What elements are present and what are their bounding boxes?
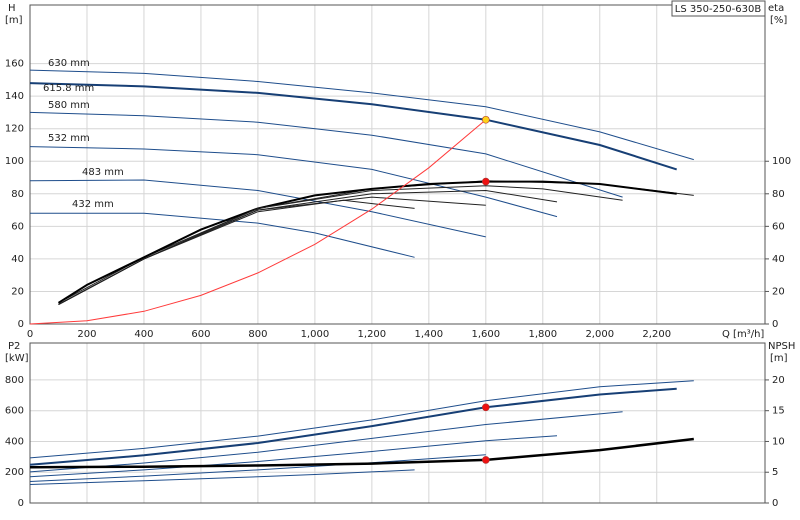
curve — [57, 180, 677, 304]
y2-tick-label: 5 — [772, 467, 778, 478]
y-axis-label: P2 — [8, 341, 20, 352]
y2-tick-label: 10 — [772, 436, 785, 447]
duty-point — [482, 403, 490, 412]
y2-tick-label: 15 — [772, 406, 785, 417]
x-tick-label: 2,200 — [642, 329, 671, 340]
duty-point — [482, 456, 490, 464]
curve — [29, 437, 694, 469]
y2-tick-label: 100 — [772, 156, 791, 167]
y2-axis-unit: [m] — [770, 353, 788, 364]
y-axis-label: H — [8, 3, 16, 14]
curve — [29, 111, 623, 198]
x-tick-label: 2,000 — [585, 329, 614, 340]
y-axis-unit: [kW] — [5, 353, 29, 364]
curve — [29, 411, 623, 473]
x-tick-label: 800 — [248, 329, 267, 340]
y-tick-label: 100 — [5, 156, 24, 167]
chart-title: LS 350-250-630B — [675, 4, 762, 15]
curve — [30, 212, 415, 258]
y2-tick-label: 40 — [772, 254, 785, 265]
curve — [29, 179, 486, 238]
x-tick-label: 1,000 — [301, 329, 330, 340]
y2-tick-label: 0 — [772, 319, 778, 330]
x-tick-label: 200 — [77, 329, 96, 340]
plot-frame — [29, 342, 766, 504]
y2-tick-label: 20 — [772, 375, 785, 386]
y2-tick-label: 0 — [772, 498, 778, 509]
curve — [29, 119, 487, 325]
plot-frame — [29, 4, 766, 325]
y-tick-label: 400 — [5, 436, 24, 447]
y-tick-label: 0 — [18, 498, 24, 509]
curve-label: 615.8 mm — [43, 83, 94, 94]
y-tick-label: 40 — [11, 254, 24, 265]
curve-label: 580 mm — [48, 100, 90, 111]
x-tick-label: 0 — [27, 329, 33, 340]
y2-axis-label: eta — [768, 3, 784, 14]
curve — [29, 146, 558, 218]
y2-axis-label: NPSH — [768, 341, 795, 352]
curve — [29, 387, 677, 466]
y-axis-unit: [m] — [5, 15, 23, 26]
y-tick-label: 120 — [5, 124, 24, 135]
title-box — [671, 0, 766, 17]
y2-tick-label: 60 — [772, 221, 785, 232]
x-tick-label: 1,400 — [415, 329, 444, 340]
y-tick-label: 800 — [5, 375, 24, 386]
y-tick-label: 60 — [11, 221, 24, 232]
x-tick-label: 600 — [191, 329, 210, 340]
y-tick-label: 200 — [5, 467, 24, 478]
plot-area — [30, 5, 765, 324]
curve — [29, 82, 678, 171]
y2-tick-label: 20 — [772, 286, 785, 297]
duty-point — [482, 115, 490, 124]
x-axis-label: Q [m³/h] — [722, 329, 764, 340]
y-tick-label: 20 — [11, 286, 24, 297]
y-tick-label: 0 — [18, 319, 24, 330]
x-tick-label: 1,600 — [471, 329, 500, 340]
y2-tick-label: 80 — [772, 189, 785, 200]
x-tick-label: 1,200 — [358, 329, 387, 340]
y-tick-label: 80 — [11, 189, 24, 200]
y-tick-label: 600 — [5, 406, 24, 417]
curve — [29, 69, 694, 161]
curve — [29, 454, 486, 482]
y2-axis-unit: [%] — [770, 15, 787, 26]
plot-area — [30, 343, 765, 503]
curve-label: 630 mm — [48, 58, 90, 69]
curve — [29, 435, 558, 478]
curve — [29, 380, 694, 459]
y-tick-label: 160 — [5, 59, 24, 70]
curve-label: 483 mm — [82, 167, 124, 178]
x-tick-label: 400 — [134, 329, 153, 340]
curve — [58, 199, 415, 305]
curve-label: 532 mm — [48, 133, 90, 144]
curve-label: 432 mm — [72, 199, 114, 210]
x-tick-label: 1,800 — [528, 329, 557, 340]
curve — [29, 469, 415, 485]
y-tick-label: 140 — [5, 91, 24, 102]
duty-point — [482, 177, 490, 186]
